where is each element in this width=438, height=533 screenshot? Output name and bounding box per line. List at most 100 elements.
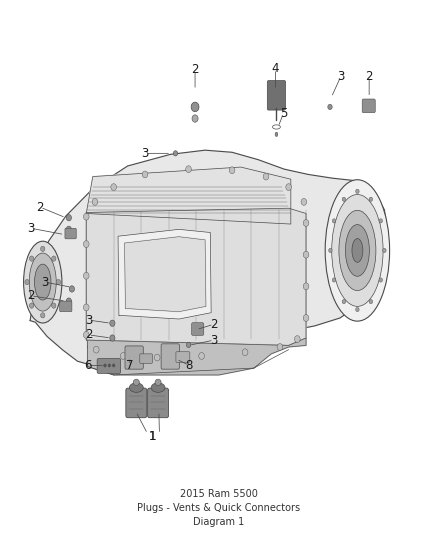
Ellipse shape [173, 151, 178, 156]
FancyBboxPatch shape [65, 228, 76, 239]
Ellipse shape [229, 167, 235, 174]
Text: 3: 3 [141, 147, 148, 160]
Ellipse shape [133, 379, 139, 385]
Ellipse shape [155, 379, 161, 385]
Polygon shape [86, 208, 306, 345]
Ellipse shape [29, 253, 56, 311]
FancyBboxPatch shape [126, 388, 147, 418]
Text: 3: 3 [337, 70, 345, 83]
Ellipse shape [151, 383, 165, 392]
Ellipse shape [69, 286, 74, 292]
Text: 3: 3 [85, 313, 92, 327]
Ellipse shape [129, 383, 143, 392]
Ellipse shape [66, 215, 71, 221]
Text: 3: 3 [41, 276, 49, 288]
Text: 6: 6 [84, 359, 91, 372]
FancyBboxPatch shape [97, 359, 120, 374]
Ellipse shape [303, 283, 309, 290]
Ellipse shape [356, 308, 359, 312]
Text: 4: 4 [272, 62, 279, 76]
FancyBboxPatch shape [362, 99, 375, 112]
Ellipse shape [332, 219, 336, 223]
Ellipse shape [303, 220, 309, 227]
Ellipse shape [301, 198, 307, 205]
Ellipse shape [113, 364, 115, 367]
Ellipse shape [35, 264, 51, 300]
Text: 2: 2 [85, 328, 92, 341]
Ellipse shape [199, 352, 205, 359]
Ellipse shape [29, 303, 34, 308]
Ellipse shape [108, 364, 111, 367]
Ellipse shape [83, 272, 89, 279]
Ellipse shape [83, 304, 89, 311]
Ellipse shape [120, 352, 126, 359]
Text: 7: 7 [126, 359, 134, 372]
FancyBboxPatch shape [267, 80, 286, 110]
Ellipse shape [328, 104, 332, 110]
Ellipse shape [277, 344, 283, 350]
Ellipse shape [41, 313, 45, 318]
Text: 2: 2 [365, 70, 373, 83]
Ellipse shape [369, 300, 373, 304]
Text: 3: 3 [210, 334, 217, 346]
Ellipse shape [186, 342, 191, 348]
Ellipse shape [83, 213, 89, 220]
Text: 8: 8 [186, 359, 193, 372]
Text: 2: 2 [36, 200, 44, 214]
Ellipse shape [383, 248, 386, 253]
FancyBboxPatch shape [125, 346, 143, 369]
Ellipse shape [92, 198, 98, 205]
Ellipse shape [356, 189, 359, 193]
Text: 1: 1 [149, 430, 157, 443]
Ellipse shape [294, 336, 300, 343]
Ellipse shape [25, 279, 29, 285]
Ellipse shape [342, 197, 346, 201]
Text: 2: 2 [191, 63, 199, 76]
Ellipse shape [24, 241, 62, 323]
Ellipse shape [111, 184, 117, 190]
Ellipse shape [303, 251, 309, 258]
Ellipse shape [332, 195, 383, 306]
Ellipse shape [303, 314, 309, 321]
Ellipse shape [29, 256, 34, 261]
Text: 5: 5 [280, 107, 287, 120]
Ellipse shape [328, 248, 332, 253]
Ellipse shape [332, 278, 336, 282]
Ellipse shape [369, 197, 373, 201]
Ellipse shape [83, 332, 89, 338]
Text: 1: 1 [149, 430, 157, 443]
Ellipse shape [66, 226, 71, 232]
Polygon shape [118, 229, 211, 319]
Ellipse shape [263, 173, 269, 180]
Ellipse shape [56, 279, 60, 285]
FancyBboxPatch shape [176, 352, 190, 362]
Ellipse shape [346, 224, 369, 276]
Polygon shape [30, 150, 388, 367]
Polygon shape [124, 237, 206, 312]
FancyBboxPatch shape [148, 388, 169, 418]
Ellipse shape [325, 180, 390, 321]
Polygon shape [86, 167, 291, 224]
Ellipse shape [142, 171, 148, 178]
Text: 2: 2 [210, 318, 218, 331]
Ellipse shape [186, 166, 191, 173]
Ellipse shape [110, 335, 115, 341]
FancyBboxPatch shape [60, 301, 72, 312]
Ellipse shape [83, 241, 89, 247]
Text: 3: 3 [27, 222, 35, 235]
Polygon shape [88, 338, 306, 375]
Ellipse shape [93, 346, 99, 353]
Ellipse shape [286, 184, 291, 190]
Ellipse shape [379, 219, 382, 223]
Ellipse shape [52, 256, 56, 261]
Ellipse shape [352, 239, 363, 262]
Ellipse shape [339, 211, 376, 290]
Ellipse shape [342, 300, 346, 304]
Ellipse shape [41, 246, 45, 252]
FancyBboxPatch shape [161, 344, 180, 369]
Ellipse shape [154, 354, 160, 361]
Ellipse shape [275, 132, 278, 136]
Ellipse shape [52, 303, 56, 308]
Ellipse shape [66, 298, 71, 304]
Text: 2015 Ram 5500
Plugs - Vents & Quick Connectors
Diagram 1: 2015 Ram 5500 Plugs - Vents & Quick Conn… [138, 489, 300, 527]
